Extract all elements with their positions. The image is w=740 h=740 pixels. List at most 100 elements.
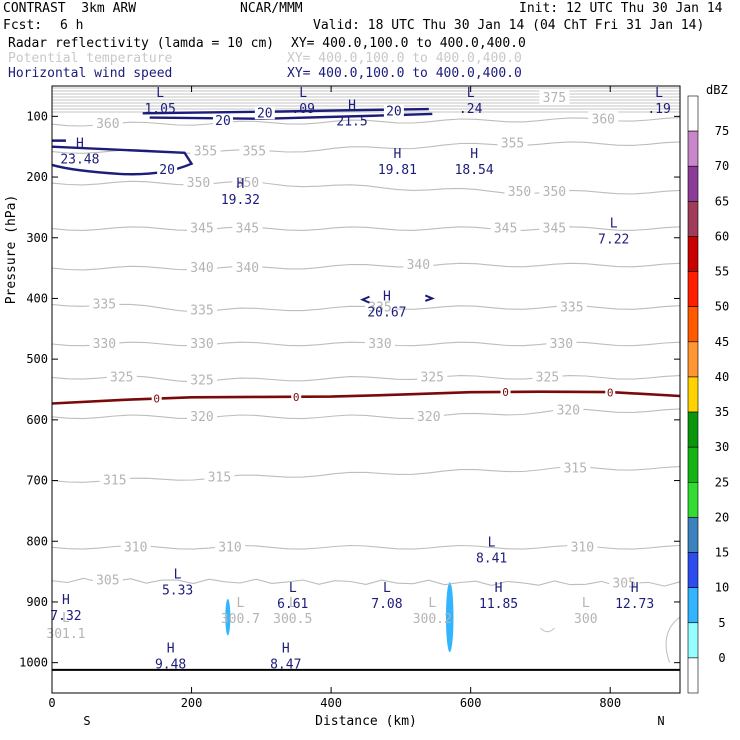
theta-contour-label: 330 (368, 337, 391, 352)
zero-label-bg (291, 390, 302, 402)
theta-contour-label: 345 (190, 222, 213, 237)
x-tick-label: 400 (320, 696, 342, 710)
y-tick-label: 500 (26, 352, 48, 366)
theta-contour-label: 355 (501, 137, 524, 152)
wind-extremum-value: 19.81 (378, 163, 417, 178)
wind-extremum-letter: L (289, 581, 297, 596)
theta-label-bg (364, 299, 395, 314)
y-tick-label: 300 (26, 231, 48, 245)
wind-extremum-letter: L (488, 535, 496, 550)
colorbar-bin (687, 271, 699, 308)
x-tick-label: 800 (599, 696, 621, 710)
y-tick-label: 700 (26, 474, 48, 488)
theta-contour-label: 355 (243, 145, 266, 160)
colorbar-tick-label: 5 (718, 616, 725, 630)
theta-label-bg (539, 90, 570, 105)
theta-label-bg (232, 260, 263, 275)
model-title: CONTRAST 3km ARW (3, 1, 137, 16)
x-end-label-left: S (83, 714, 90, 728)
theta-label-bg (232, 175, 263, 190)
theta-contour-label: 345 (543, 222, 566, 237)
theta-label-bg (187, 372, 218, 387)
reflectivity-layer (225, 582, 454, 653)
zero-label-bg (151, 392, 162, 404)
freezing-level-line (51, 390, 681, 405)
wind-extremum-letter: H (631, 581, 639, 596)
wind-extremum-value: 7.32 (50, 609, 81, 624)
theta-extremum-letter: L (236, 596, 244, 611)
theta-contour-line (51, 577, 681, 587)
theta-contour-label: 350 (508, 185, 531, 200)
colorbar-bin (687, 622, 699, 659)
colorbar-bin (687, 411, 699, 448)
y-tick-label: 100 (26, 109, 48, 123)
theta-contour-label: 335 (190, 304, 213, 319)
theta-label-bg (106, 369, 137, 384)
x-end-label-right: N (657, 714, 664, 728)
wind-extremum-letter: H (62, 593, 70, 608)
x-tick-label: 200 (181, 696, 203, 710)
theta-contour-line (540, 627, 555, 633)
theta-label-bg (504, 184, 535, 199)
x-axis-label: Distance (km) (315, 714, 417, 729)
reflectivity-cell (445, 582, 454, 653)
colorbar-bin (687, 341, 699, 378)
theta-label-bg (89, 335, 120, 350)
field-wind-xy: XY= 400.0,100.0 to 400.0,400.0 (287, 66, 522, 81)
colorbar-tick-label: 40 (715, 370, 729, 384)
colorbar-bin (687, 376, 699, 413)
theta-label-bg (239, 143, 270, 158)
wind-extremum-value: 11.85 (479, 597, 518, 612)
colorbar-bin (687, 446, 699, 483)
theta-label-bg (92, 572, 123, 587)
theta-contour-label: 355 (194, 145, 217, 160)
colorbar-bin (687, 481, 699, 518)
colorbar: dBZ 0 5 10 15 20 25 30 35 40 45 50 55 60 65 70 75 (687, 83, 729, 694)
theta-label-bg (190, 143, 221, 158)
theta-label-bg (490, 220, 521, 235)
theta-extremum-value: 300.7 (221, 612, 260, 627)
theta-contours: 360 360 355 355 355 350 350 350 350 345 345 345 345 3… (46, 87, 681, 642)
theta-contour-label: 345 (494, 222, 517, 237)
reflectivity-cell (225, 598, 231, 636)
theta-contour-label: 360 (592, 112, 615, 127)
theta-extremum-letter: L (62, 611, 70, 626)
x-tick-label: 0 (48, 696, 55, 710)
theta-contour-label: 335 (368, 301, 391, 316)
colorbar-tick-label: 25 (715, 475, 729, 489)
theta-label-bg (204, 469, 235, 484)
theta-extremum-value: 301.1 (46, 627, 85, 642)
colorbar-bin (687, 95, 699, 132)
theta-contour-label: 305 (96, 574, 119, 589)
theta-label-bg (187, 302, 218, 317)
wind-extremum-letter: H (76, 137, 84, 152)
theta-contour-label: 340 (236, 261, 259, 276)
theta-label-bg (539, 184, 570, 199)
colorbar-bin (687, 130, 699, 167)
theta-extremum-letter: L (289, 596, 297, 611)
theta-contour-label: 320 (190, 410, 213, 425)
wind-extremum-value: 1.05 (144, 102, 175, 117)
wind-extremum-letter: L (156, 86, 164, 101)
theta-contour-line (51, 180, 681, 195)
y-tick-label: 200 (26, 170, 48, 184)
colorbar-tick-label: 45 (715, 335, 729, 349)
colorbar-title: dBZ (706, 83, 728, 97)
zero-line-label: 0 (293, 391, 300, 404)
theta-contour-label: 350 (187, 176, 210, 191)
colorbar-tick-label: 65 (715, 194, 729, 208)
wind-extremum-value: .09 (291, 102, 314, 117)
valid-time: Valid: 18 UTC Thu 30 Jan 14 (04 ChT Fri … (313, 18, 705, 33)
colorbar-bin (687, 201, 699, 237)
theta-label-bg (99, 472, 130, 487)
theta-label-bg (120, 539, 151, 554)
theta-extremum-value: 300.5 (273, 612, 312, 627)
wind-extremum-letter: H (236, 177, 244, 192)
colorbar-bin (687, 236, 699, 272)
y-tick-label: 400 (26, 291, 48, 305)
wind-extremum-letter: L (174, 568, 182, 583)
theta-label-bg (364, 335, 395, 350)
theta-contour-label: 340 (407, 258, 430, 273)
colorbar-tick-label: 35 (715, 405, 729, 419)
